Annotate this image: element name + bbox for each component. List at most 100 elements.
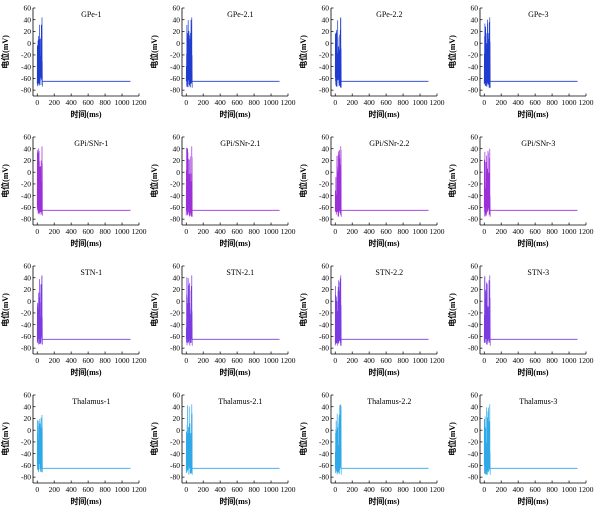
x-tick-label: 400 bbox=[215, 227, 227, 236]
x-tick-label: 200 bbox=[198, 98, 210, 107]
y-axis-label: 电位(mV) bbox=[149, 164, 159, 198]
burst-trace bbox=[185, 404, 193, 475]
burst-trace bbox=[36, 146, 43, 216]
x-tick-label: 800 bbox=[546, 485, 558, 494]
x-tick-label: 1000 bbox=[264, 227, 279, 236]
y-tick-label: 40 bbox=[471, 273, 479, 282]
chart-panel: 60 40 20 0 -20 -40 -60 -80 0 200 400 600 800 1000 1200… bbox=[298, 258, 446, 386]
y-tick-label: -40 bbox=[21, 449, 31, 458]
x-tick-label: 1000 bbox=[413, 98, 428, 107]
y-tick-label: -40 bbox=[170, 191, 180, 200]
x-tick-label: 1200 bbox=[430, 485, 445, 494]
x-tick-label: 1000 bbox=[413, 485, 428, 494]
y-tick-label: -40 bbox=[170, 320, 180, 329]
y-tick-label: 0 bbox=[474, 39, 478, 48]
y-tick-label: 0 bbox=[325, 297, 329, 306]
y-tick-label: 0 bbox=[325, 39, 329, 48]
x-tick-label: 1000 bbox=[264, 98, 279, 107]
x-axis-label: 时间(ms) bbox=[517, 496, 548, 506]
y-tick-label: -20 bbox=[170, 309, 180, 318]
y-tick-label: -40 bbox=[319, 449, 329, 458]
y-tick-label: 0 bbox=[27, 168, 31, 177]
y-tick-label: 40 bbox=[24, 273, 32, 282]
y-tick-label: -40 bbox=[468, 62, 478, 71]
x-tick-label: 1000 bbox=[413, 356, 428, 365]
x-tick-label: 600 bbox=[529, 227, 541, 236]
burst-trace bbox=[483, 148, 491, 217]
y-tick-label: 0 bbox=[474, 297, 478, 306]
y-axis-label: 电位(mV) bbox=[0, 293, 10, 327]
y-tick-label: -80 bbox=[319, 344, 329, 353]
x-tick-label: 200 bbox=[347, 485, 359, 494]
x-tick-label: 1000 bbox=[413, 227, 428, 236]
x-tick-label: 600 bbox=[380, 485, 392, 494]
x-tick-label: 200 bbox=[198, 356, 210, 365]
x-tick-label: 400 bbox=[364, 227, 376, 236]
chart-panel: 60 40 20 0 -20 -40 -60 -80 0 200 400 600 800 1000 1200… bbox=[0, 0, 148, 128]
y-tick-label: -40 bbox=[468, 320, 478, 329]
x-tick-label: 400 bbox=[513, 98, 525, 107]
x-tick-label: 200 bbox=[496, 227, 508, 236]
y-tick-label: -60 bbox=[468, 461, 478, 470]
y-tick-label: -80 bbox=[468, 215, 478, 224]
x-tick-label: 600 bbox=[380, 356, 392, 365]
x-tick-label: 200 bbox=[496, 356, 508, 365]
x-tick-label: 200 bbox=[198, 227, 210, 236]
x-tick-label: 0 bbox=[333, 485, 337, 494]
y-axis-label: 电位(mV) bbox=[149, 422, 159, 456]
x-tick-label: 400 bbox=[66, 485, 78, 494]
y-tick-label: -20 bbox=[468, 438, 478, 447]
chart-panel: 60 40 20 0 -20 -40 -60 -80 0 200 400 600 800 1000 1200… bbox=[298, 387, 446, 515]
y-tick-label: -60 bbox=[468, 332, 478, 341]
chart-panel: 60 40 20 0 -20 -40 -60 -80 0 200 400 600 800 1000 1200… bbox=[447, 387, 595, 515]
x-tick-label: 1200 bbox=[281, 98, 296, 107]
x-tick-label: 1000 bbox=[115, 98, 130, 107]
x-axis-label: 时间(ms) bbox=[219, 109, 250, 119]
y-tick-label: 60 bbox=[173, 133, 181, 142]
burst-trace bbox=[185, 146, 193, 217]
x-axis-label: 时间(ms) bbox=[368, 367, 399, 377]
y-axis-label: 电位(mV) bbox=[298, 164, 308, 198]
y-tick-label: 60 bbox=[471, 262, 479, 271]
y-tick-label: 60 bbox=[322, 391, 330, 400]
y-tick-label: 60 bbox=[322, 4, 330, 13]
y-tick-label: 20 bbox=[471, 414, 479, 423]
y-tick-label: 60 bbox=[24, 391, 32, 400]
x-tick-label: 1000 bbox=[115, 356, 130, 365]
burst-trace bbox=[483, 17, 491, 88]
x-tick-label: 800 bbox=[99, 227, 111, 236]
x-axis-label: 时间(ms) bbox=[70, 238, 101, 248]
chart-panel: 60 40 20 0 -20 -40 -60 -80 0 200 400 600 800 1000 1200… bbox=[149, 387, 297, 515]
burst-trace bbox=[36, 275, 43, 345]
y-tick-label: 20 bbox=[24, 156, 32, 165]
chart-title: STN-2.2 bbox=[375, 268, 403, 277]
y-tick-label: -60 bbox=[170, 203, 180, 212]
y-tick-label: 20 bbox=[24, 27, 32, 36]
x-tick-label: 400 bbox=[215, 98, 227, 107]
chart-title: STN-3 bbox=[527, 268, 549, 277]
y-tick-label: -80 bbox=[21, 215, 31, 224]
y-tick-label: -40 bbox=[170, 62, 180, 71]
y-tick-label: -80 bbox=[21, 473, 31, 482]
y-tick-label: 60 bbox=[24, 133, 32, 142]
y-tick-label: 0 bbox=[176, 426, 180, 435]
y-tick-label: 40 bbox=[471, 402, 479, 411]
y-axis-label: 电位(mV) bbox=[0, 422, 10, 456]
burst-trace bbox=[36, 414, 43, 473]
chart-panel: 60 40 20 0 -20 -40 -60 -80 0 200 400 600 800 1000 1200… bbox=[298, 0, 446, 128]
x-tick-label: 600 bbox=[82, 227, 94, 236]
y-tick-label: -20 bbox=[468, 180, 478, 189]
x-tick-label: 400 bbox=[513, 485, 525, 494]
chart-title: GPi/SNr-3 bbox=[521, 139, 555, 148]
x-tick-label: 400 bbox=[513, 356, 525, 365]
y-tick-label: 60 bbox=[471, 391, 479, 400]
y-tick-label: -60 bbox=[319, 461, 329, 470]
x-tick-label: 0 bbox=[184, 356, 188, 365]
y-tick-label: -40 bbox=[468, 449, 478, 458]
chart-panel: 60 40 20 0 -20 -40 -60 -80 0 200 400 600 800 1000 1200… bbox=[298, 129, 446, 257]
y-tick-label: 40 bbox=[173, 144, 181, 153]
x-tick-label: 800 bbox=[546, 356, 558, 365]
y-tick-label: -20 bbox=[21, 180, 31, 189]
